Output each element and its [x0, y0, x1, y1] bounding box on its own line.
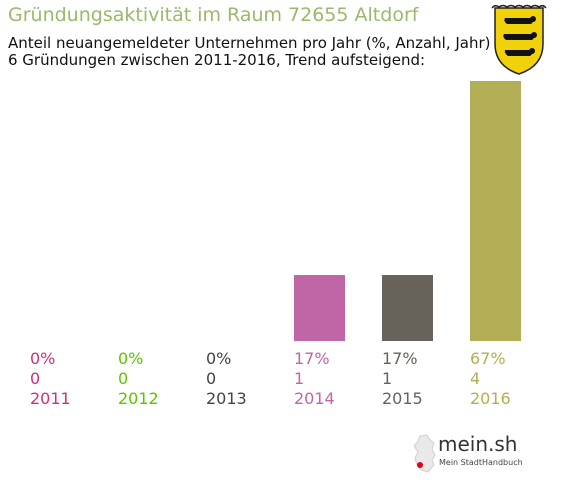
count-label: 1 — [382, 369, 393, 388]
count-label: 1 — [294, 369, 305, 388]
coat-of-arms-logo — [491, 4, 547, 75]
chart-title: Gründungsaktivität im Raum 72655 Altdorf — [8, 4, 419, 26]
year-label: 2013 — [206, 389, 247, 408]
count-label: 0 — [118, 369, 129, 388]
year-label: 2014 — [294, 389, 335, 408]
subtitle-line-2: 6 Gründungen zwischen 2011-2016, Trend a… — [8, 51, 426, 69]
year-label: 2016 — [470, 389, 511, 408]
count-label: 0 — [30, 369, 41, 388]
label-group-2013: 0% 0 2013 — [206, 349, 286, 409]
percent-label: 67% — [470, 349, 506, 368]
percent-label: 0% — [206, 349, 232, 368]
percent-label: 0% — [30, 349, 56, 368]
year-label: 2011 — [30, 389, 71, 408]
label-group-2014: 17% 1 2014 — [294, 349, 374, 409]
bar-2015 — [382, 275, 433, 341]
label-group-2016: 67% 4 2016 — [470, 349, 550, 409]
year-label: 2012 — [118, 389, 159, 408]
subtitle-line-1: Anteil neuangemeldeter Unternehmen pro J… — [8, 34, 491, 52]
bar-2016 — [470, 81, 521, 341]
percent-label: 0% — [118, 349, 144, 368]
bar-2014 — [294, 275, 345, 341]
percent-label: 17% — [294, 349, 330, 368]
brand-tagline: Mein StadtHandbuch — [439, 458, 523, 467]
label-group-2015: 17% 1 2015 — [382, 349, 462, 409]
brand-name: mein.sh — [438, 432, 518, 456]
percent-label: 17% — [382, 349, 418, 368]
count-label: 0 — [206, 369, 217, 388]
label-group-2012: 0% 0 2012 — [118, 349, 198, 409]
label-group-2011: 0% 0 2011 — [30, 349, 110, 409]
brand-logo: mein.sh Mein StadtHandbuch — [412, 432, 527, 476]
count-label: 4 — [470, 369, 481, 388]
germany-map-icon — [413, 434, 436, 473]
year-label: 2015 — [382, 389, 423, 408]
chart-subtitle: Anteil neuangemeldeter Unternehmen pro J… — [8, 35, 491, 69]
